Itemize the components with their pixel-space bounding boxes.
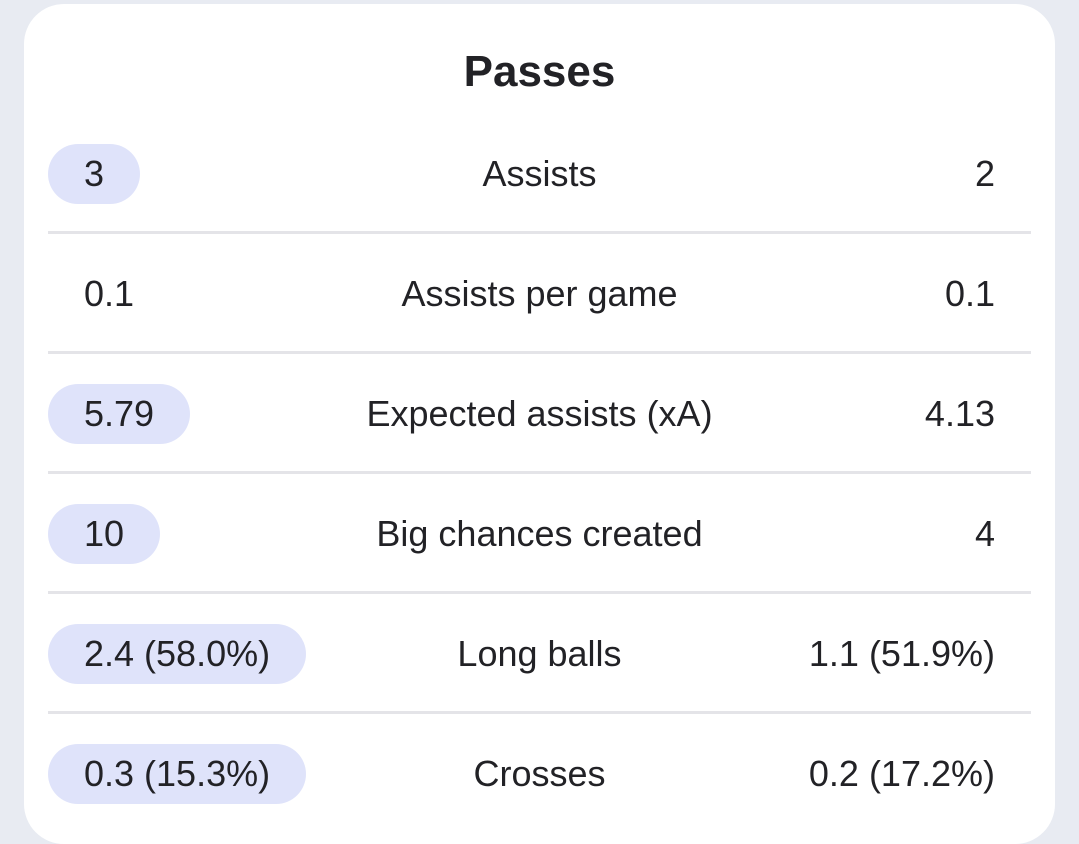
stat-label: Big chances created (376, 513, 703, 554)
left-value: 0.3 (15.3%) (48, 744, 307, 804)
stat-label: Long balls (457, 633, 622, 674)
right-value: 1.1 (51.9%) (808, 633, 995, 674)
left-value: 5.79 (48, 384, 191, 444)
stat-row-big-chances-created: 10 Big chances created 4 (48, 474, 1031, 594)
stat-label: Assists (482, 153, 597, 194)
stats-list: 3 Assists 2 0.1 Assists per game 0.1 5.7… (48, 114, 1031, 834)
section-title: Passes (463, 47, 616, 96)
stat-row-expected-assists: 5.79 Expected assists (xA) 4.13 (48, 354, 1031, 474)
stat-label: Crosses (473, 753, 606, 794)
right-value: 0.2 (17.2%) (808, 753, 995, 794)
right-value: 0.1 (944, 273, 995, 314)
stat-row-crosses: 0.3 (15.3%) Crosses 0.2 (17.2%) (48, 714, 1031, 834)
stat-label: Assists per game (401, 273, 678, 314)
right-value: 4.13 (924, 393, 995, 434)
left-value: 0.1 (84, 273, 135, 314)
right-value: 2 (974, 153, 995, 194)
stat-row-assists-per-game: 0.1 Assists per game 0.1 (48, 234, 1031, 354)
stat-row-long-balls: 2.4 (58.0%) Long balls 1.1 (51.9%) (48, 594, 1031, 714)
stat-row-assists: 3 Assists 2 (48, 114, 1031, 234)
stats-card: Passes 3 Assists 2 0.1 Assists per game … (24, 4, 1055, 844)
stat-label: Expected assists (xA) (366, 393, 713, 434)
left-value: 2.4 (58.0%) (48, 624, 307, 684)
left-value: 10 (48, 504, 161, 564)
left-value: 3 (48, 144, 141, 204)
right-value: 4 (974, 513, 995, 554)
